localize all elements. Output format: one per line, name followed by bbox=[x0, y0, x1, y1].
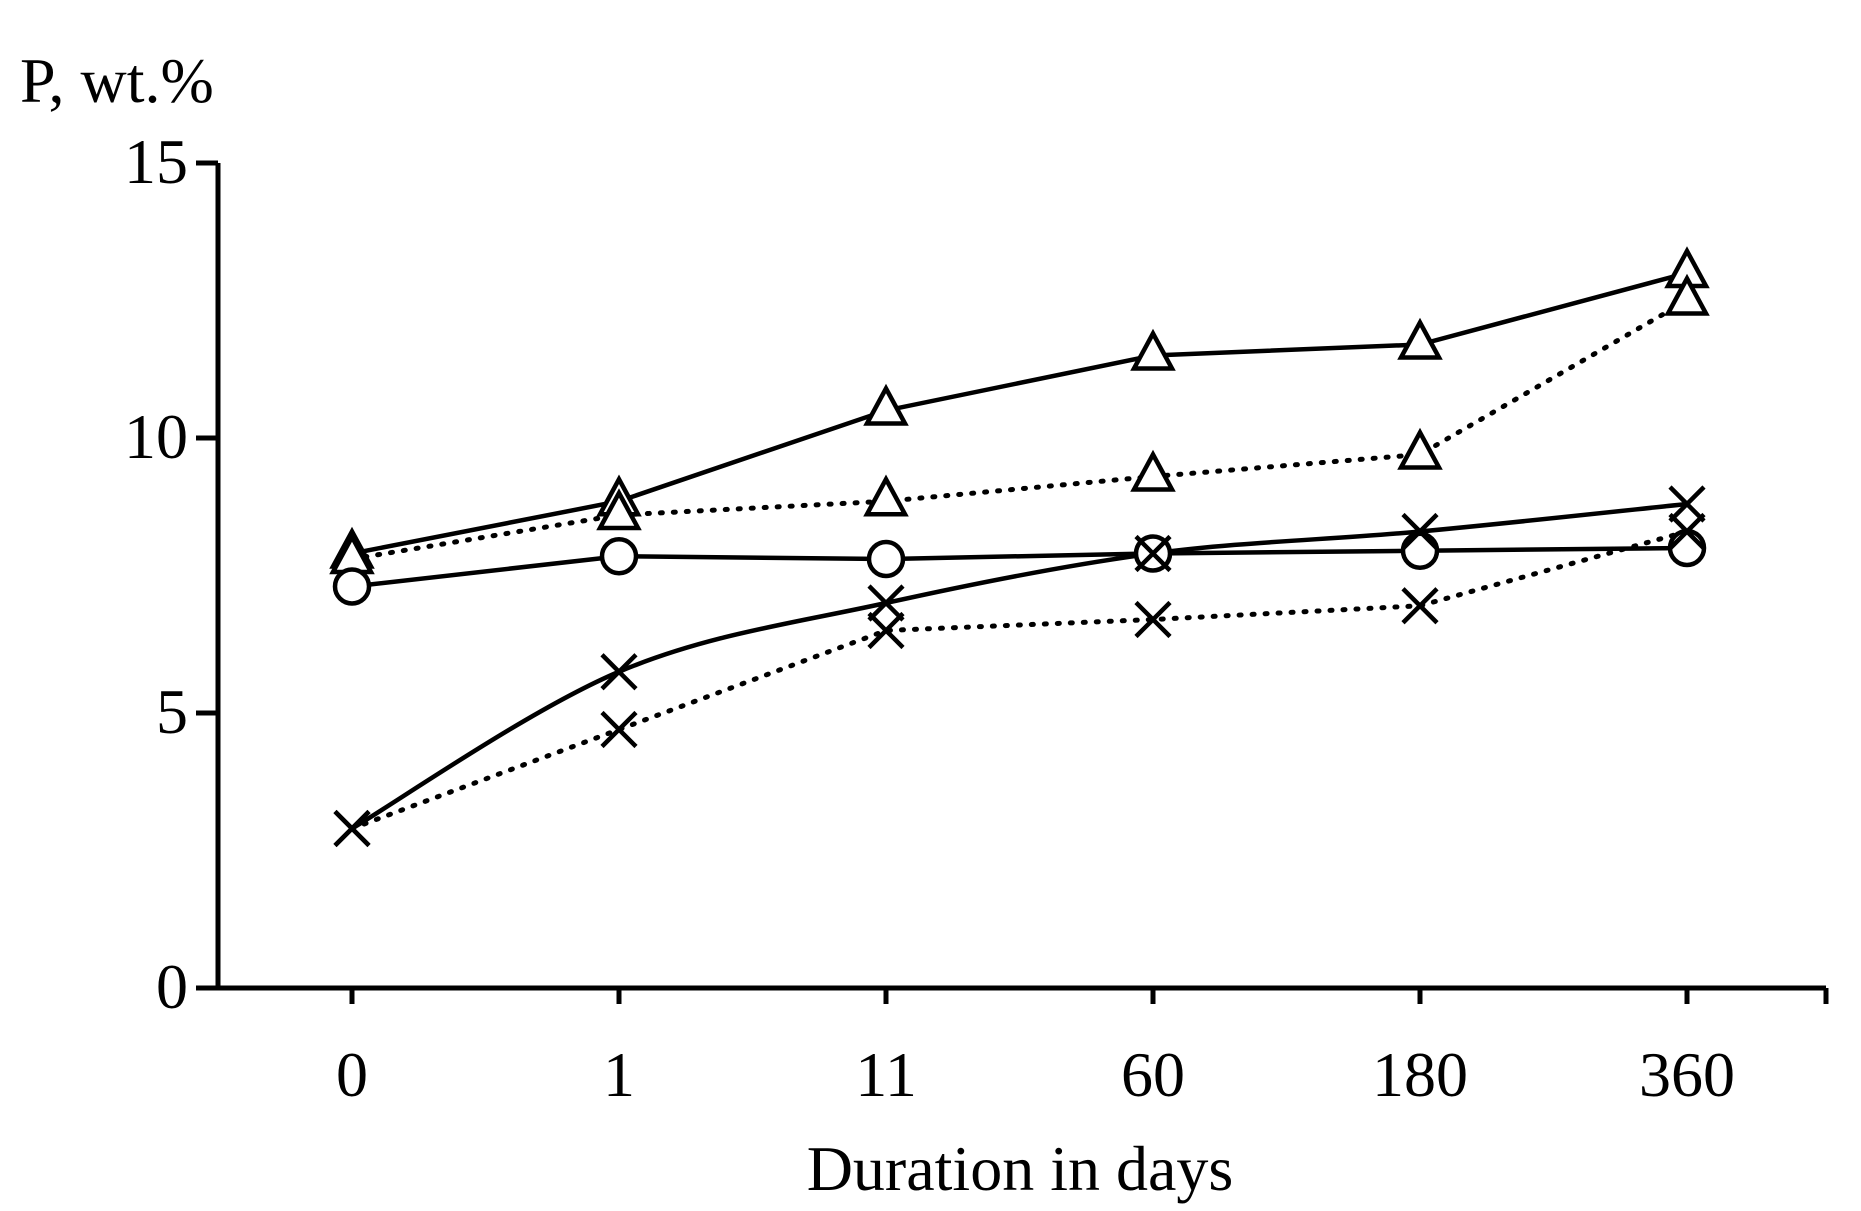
x-tick-label: 11 bbox=[855, 1039, 917, 1110]
x-tick-label: 180 bbox=[1372, 1039, 1468, 1110]
y-tick-label: 15 bbox=[124, 126, 188, 197]
marker-cross-solid bbox=[867, 584, 905, 622]
x-axis-label: Duration in days bbox=[807, 1133, 1234, 1204]
series-line-cross-dotted bbox=[349, 529, 1690, 831]
marker-cross-solid bbox=[1401, 512, 1439, 551]
x-tick-label: 0 bbox=[336, 1039, 368, 1110]
y-tick-label: 5 bbox=[156, 676, 188, 747]
markers bbox=[329, 246, 1710, 848]
marker-circle-solid bbox=[866, 539, 906, 579]
marker-triangle-solid bbox=[1130, 328, 1176, 371]
marker-triangle-dotted bbox=[863, 474, 909, 517]
marker-circle-solid bbox=[599, 537, 639, 576]
x-tick-label: 60 bbox=[1121, 1039, 1185, 1110]
marker-triangle-solid bbox=[863, 383, 909, 426]
marker-triangle-dotted bbox=[1397, 427, 1443, 470]
marker-triangle-dotted bbox=[596, 488, 642, 531]
marker-cross-dotted bbox=[867, 611, 905, 650]
series-line-triangle-solid bbox=[351, 270, 1688, 556]
marker-cross-dotted bbox=[600, 710, 638, 749]
x-tick-label: 360 bbox=[1639, 1039, 1735, 1110]
marker-triangle-solid bbox=[1397, 317, 1443, 360]
marker-triangle-dotted bbox=[1664, 273, 1710, 316]
marker-cross-dotted bbox=[1401, 587, 1439, 625]
series-line-triangle-dotted bbox=[349, 298, 1690, 562]
series-lines bbox=[349, 270, 1690, 831]
marker-triangle-dotted bbox=[1130, 449, 1176, 492]
marker-cross-dotted bbox=[333, 809, 371, 848]
marker-circle-solid bbox=[1667, 528, 1707, 568]
series-line-cross-solid bbox=[350, 501, 1688, 831]
marker-cross-dotted bbox=[1668, 512, 1706, 551]
x-tick-label: 1 bbox=[603, 1039, 635, 1110]
marker-cross-solid bbox=[1134, 534, 1172, 573]
y-tick-label: 10 bbox=[124, 401, 188, 472]
y-axis-label: P, wt.% bbox=[20, 45, 214, 116]
marker-cross-dotted bbox=[1134, 600, 1172, 639]
series-line-circle-solid bbox=[351, 545, 1688, 589]
marker-cross-solid bbox=[600, 653, 638, 691]
y-tick-label: 0 bbox=[156, 951, 188, 1022]
marker-cross-solid bbox=[1668, 485, 1706, 523]
marker-circle-solid bbox=[1400, 531, 1440, 570]
marker-circle-solid bbox=[332, 567, 372, 606]
